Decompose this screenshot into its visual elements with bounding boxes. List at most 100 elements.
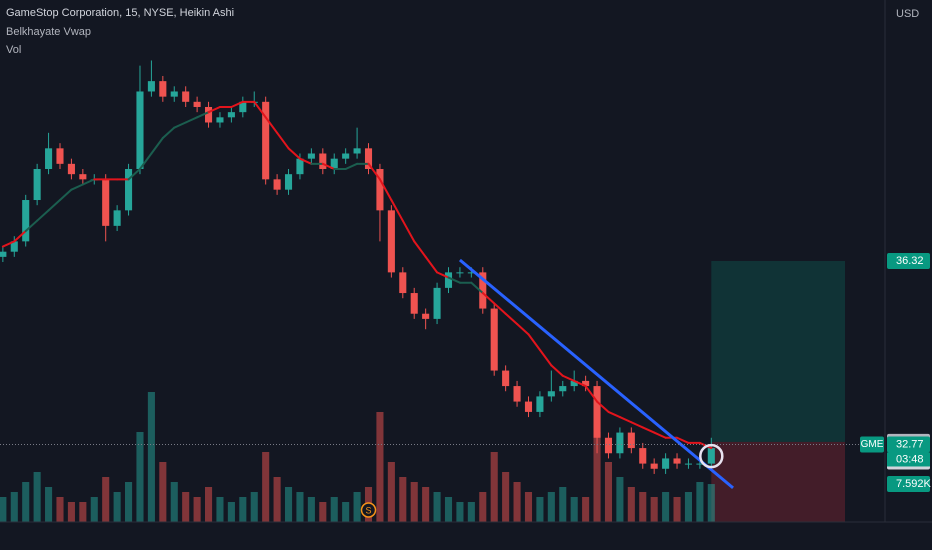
vwap-segment <box>596 400 610 413</box>
candle-body <box>239 101 247 113</box>
vwap-segment <box>321 162 336 171</box>
vwap-segment <box>618 416 633 424</box>
candle-body <box>593 386 601 438</box>
volume-bar <box>102 477 110 522</box>
candle-body <box>136 91 144 170</box>
candle-body <box>319 153 327 170</box>
volume-bar <box>239 497 247 522</box>
volume-bar <box>204 487 213 522</box>
vwap-segment <box>401 219 416 243</box>
chart-title: GameStop Corporation, 15, NYSE, Heikin A… <box>6 7 234 19</box>
volume-bar <box>570 497 578 522</box>
symbol-tag-label: GME <box>861 439 884 450</box>
vwap-segment <box>47 199 61 212</box>
vwap-segment <box>413 240 427 258</box>
volume-bar <box>90 497 98 522</box>
candle-body <box>10 241 18 252</box>
volume-bar <box>113 492 121 522</box>
candle-body <box>330 158 338 170</box>
candle-body <box>604 437 613 454</box>
volume-bar <box>330 497 338 522</box>
candle-body <box>422 313 430 319</box>
volume-bar <box>319 502 327 522</box>
volume-bar <box>170 482 178 522</box>
vwap-segment <box>481 292 496 305</box>
volume-bar <box>479 492 487 522</box>
candle-body <box>639 448 647 464</box>
event-marker <box>360 502 377 518</box>
candle-body <box>684 463 693 465</box>
candle-body <box>547 391 555 397</box>
candle-body <box>616 432 624 454</box>
candle-body <box>650 463 658 469</box>
vwap-segment <box>676 436 690 444</box>
candle-body <box>627 432 635 449</box>
candle-body <box>536 396 544 412</box>
candle-body <box>353 148 361 154</box>
candle-body <box>125 169 133 211</box>
vwap-segment <box>13 230 27 243</box>
price-tag-label: 32.77 <box>896 438 924 450</box>
candle-body <box>273 179 281 190</box>
vwap-segment <box>150 136 164 155</box>
candle-body <box>307 153 315 159</box>
volume-bar <box>593 432 601 522</box>
volume-bar <box>193 497 201 522</box>
vwap-segment <box>196 111 210 119</box>
candle-body <box>444 272 453 288</box>
candle-body <box>284 174 293 190</box>
vwap-segment <box>344 162 359 171</box>
vwap-segment <box>58 188 73 202</box>
vwap-segment <box>493 302 507 315</box>
vwap-segment <box>287 147 301 160</box>
vwap-segment <box>573 379 587 388</box>
candle-body <box>502 370 510 387</box>
volume-bar <box>650 497 658 522</box>
candle-body <box>33 169 41 201</box>
candle-body <box>707 448 715 464</box>
volume-bar <box>125 482 133 522</box>
vwap-segment <box>173 121 187 129</box>
volume-bar <box>147 392 155 522</box>
volume-bar <box>433 492 441 522</box>
vwap-segment <box>161 126 176 139</box>
volume-bar <box>216 497 224 522</box>
symbol-tag <box>860 436 884 453</box>
candle-body <box>342 153 350 159</box>
volume-bar <box>559 487 567 522</box>
candle-body <box>433 287 441 319</box>
vwap-segment <box>298 157 313 165</box>
candle-body <box>662 458 670 469</box>
vwap-segment <box>436 271 450 279</box>
candle-body <box>524 401 533 412</box>
vwap-segment <box>378 178 393 202</box>
candle-body <box>67 163 75 175</box>
candle-body <box>170 91 178 97</box>
volume-bar <box>45 487 53 522</box>
volume-bar <box>502 472 510 522</box>
volume-bar <box>0 497 7 522</box>
profit-zone <box>711 261 846 442</box>
candle-body <box>262 101 270 180</box>
volume-bar <box>353 492 361 522</box>
volume-bar <box>296 492 304 522</box>
vwap-segment <box>630 421 644 429</box>
vwap-segment <box>561 374 576 382</box>
volume-bar <box>79 502 87 522</box>
candle-body <box>227 112 235 118</box>
price-tag <box>887 476 930 493</box>
candle-body <box>364 148 373 170</box>
volume-bar <box>582 497 590 522</box>
candle-body <box>204 106 213 123</box>
volume-bar <box>227 502 235 522</box>
vwap-segment <box>70 183 84 191</box>
candle-body <box>216 117 224 123</box>
vwap-segment <box>367 162 381 181</box>
countdown-label: 03:48 <box>896 453 924 465</box>
candle-body <box>79 174 87 180</box>
volume-bar <box>604 462 613 522</box>
volume-bar <box>536 497 544 522</box>
price-tag <box>887 436 930 453</box>
